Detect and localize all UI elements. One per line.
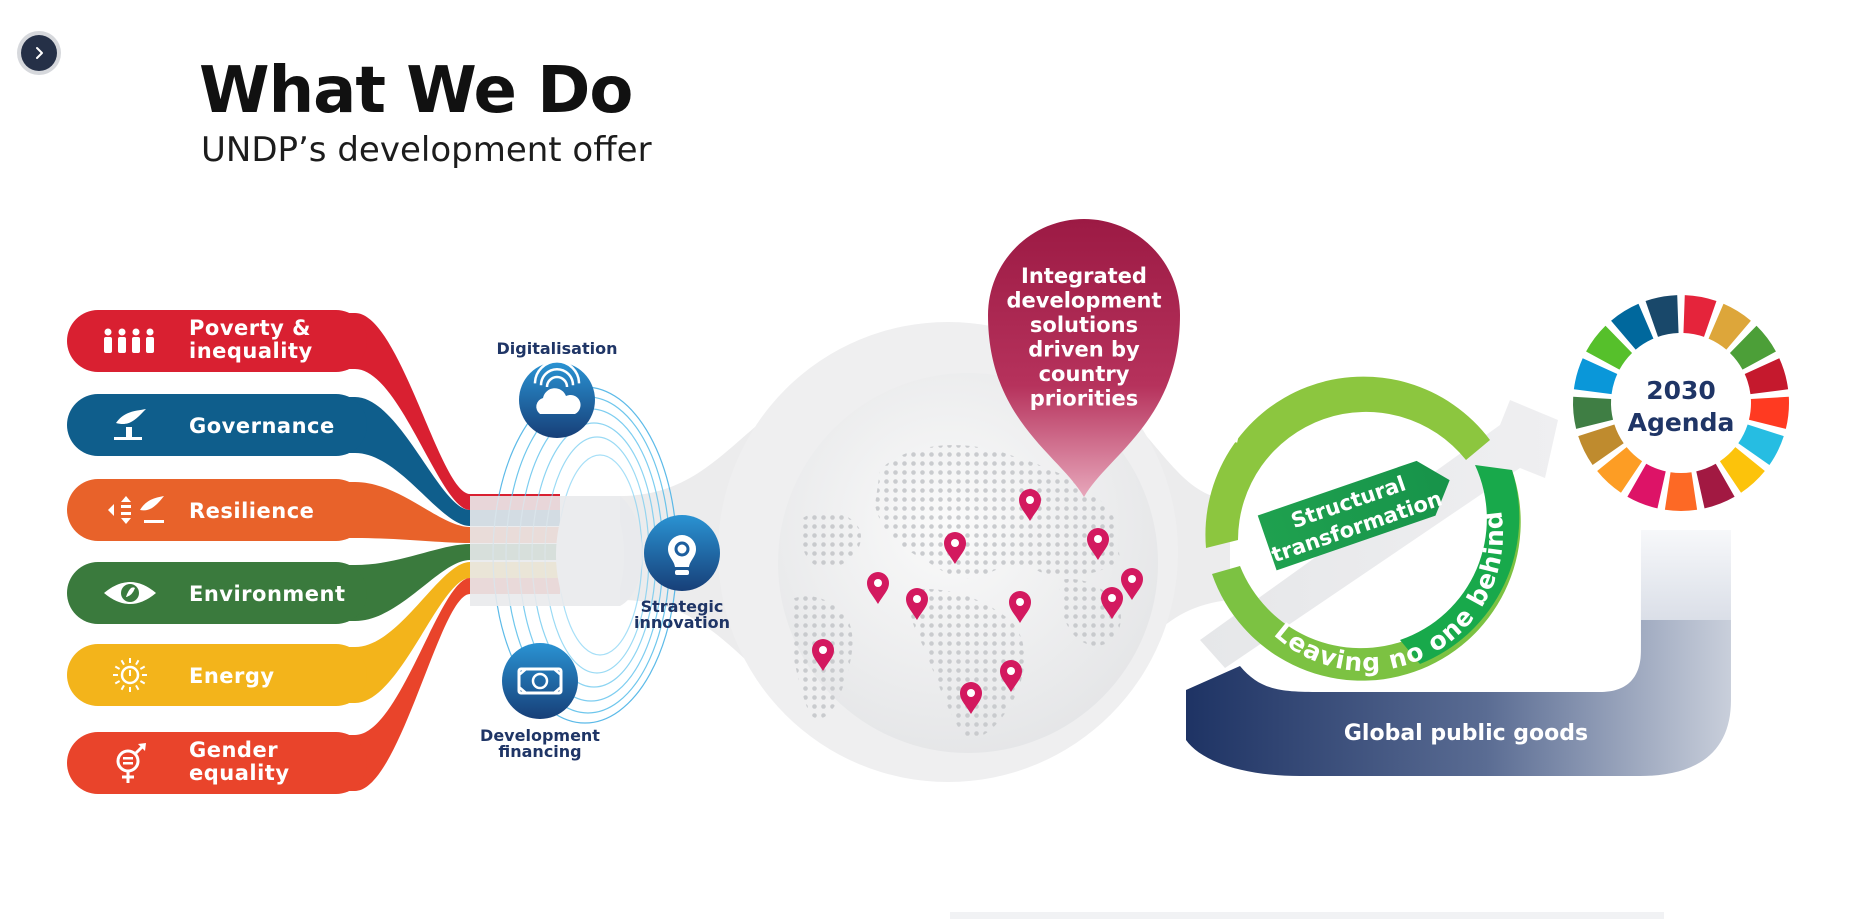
agenda-2030-label: 2030 Agenda — [1628, 376, 1735, 437]
gender-icon — [116, 743, 146, 783]
sdg-segment — [1573, 396, 1614, 429]
signature-solution-pill: Gender equality — [67, 732, 367, 794]
enabler-label: Digitalisation — [497, 339, 618, 358]
enabler-label: Development financing — [480, 726, 600, 761]
signature-solution-label: Environment — [189, 582, 346, 606]
enabler-item: Digitalisation — [497, 339, 618, 438]
sdg-segment — [1738, 424, 1784, 466]
signature-solution-label: Governance — [189, 414, 335, 438]
signature-solution-pill: Energy — [67, 644, 367, 706]
enabler-item: Development financing — [480, 643, 600, 761]
sdg-segment — [1744, 358, 1789, 395]
lightbulb-gear-icon — [668, 535, 696, 575]
integrated-solutions-label: Integrated development solutions driven by c… — [1007, 264, 1162, 411]
sdg-segment — [1664, 472, 1698, 512]
sdg-segment — [1708, 303, 1751, 350]
resilience-ring — [1205, 376, 1521, 681]
map-pin-icon — [1019, 489, 1041, 521]
sdg-segment — [1627, 463, 1666, 509]
enabler-label: Strategic innovation — [634, 597, 730, 632]
signature-solution-pill: Resilience — [67, 479, 367, 541]
map-pin-icon — [1121, 568, 1143, 600]
resilience-icon — [108, 496, 164, 524]
chevron-right-icon — [36, 47, 43, 59]
map-pin-icon — [867, 572, 889, 604]
map-pin-icon — [1009, 591, 1031, 623]
sdg-segment — [1683, 295, 1717, 337]
signature-solution-pill: Poverty & inequality — [67, 310, 367, 372]
map-pin-icon — [960, 682, 982, 714]
global-public-goods-label: Global public goods — [1344, 721, 1588, 746]
signature-stream — [340, 578, 560, 791]
sdg-wheel-center — [1613, 335, 1749, 471]
sdg-segment — [1748, 396, 1789, 429]
integrated-solutions-balloon — [988, 219, 1180, 497]
signature-stream — [340, 313, 560, 510]
map-pin-icon — [1000, 660, 1022, 692]
sdg-segment — [1729, 325, 1776, 370]
sdg-wheel — [1573, 295, 1789, 512]
signature-stream — [340, 562, 560, 703]
enabler-tunnel — [470, 386, 678, 724]
sun-power-icon — [113, 658, 147, 692]
signature-solution-label: Poverty & inequality — [189, 316, 313, 363]
dove-podium-icon — [114, 409, 146, 440]
eye-leaf-icon — [104, 582, 156, 604]
map-pin-icon — [1087, 528, 1109, 560]
signature-solution-label: Energy — [189, 664, 275, 688]
sdg-segment — [1645, 295, 1679, 337]
sdg-segment — [1578, 424, 1624, 466]
next-slide-button[interactable] — [21, 35, 57, 71]
country-pins — [812, 489, 1143, 714]
enabler-item: Strategic innovation — [634, 515, 730, 632]
bottom-strip — [950, 912, 1664, 919]
people-icon — [104, 328, 154, 353]
gpg-horizontal-segment — [1186, 620, 1731, 776]
wifi-cloud-icon — [533, 360, 581, 414]
banknote-icon — [517, 667, 563, 695]
page-title: What We Do — [199, 54, 633, 128]
signature-solution-label: Gender equality — [189, 738, 290, 785]
map-pin-icon — [944, 532, 966, 564]
sdg-segment — [1611, 303, 1654, 350]
signature-stream — [340, 397, 560, 526]
sdg-segment — [1597, 447, 1643, 493]
signature-solution-label: Resilience — [189, 499, 314, 523]
sdg-segment — [1573, 358, 1618, 395]
signature-stream — [340, 544, 560, 621]
signature-solutions: Poverty & inequality Governance Resilience E… — [67, 310, 367, 794]
signature-solution-pill: Governance — [67, 394, 367, 456]
signature-solution-pill: Environment — [67, 562, 367, 624]
map-pin-icon — [906, 588, 928, 620]
page-subtitle: UNDP’s development offer — [201, 130, 652, 170]
sdg-segment — [1719, 447, 1765, 493]
map-pin-icon — [812, 639, 834, 671]
sdg-segment — [1696, 463, 1735, 509]
enablers: Digitalisation Strategic innovation Develop… — [480, 339, 730, 761]
sdg-segment — [1586, 325, 1633, 370]
map-pin-icon — [1101, 587, 1123, 619]
